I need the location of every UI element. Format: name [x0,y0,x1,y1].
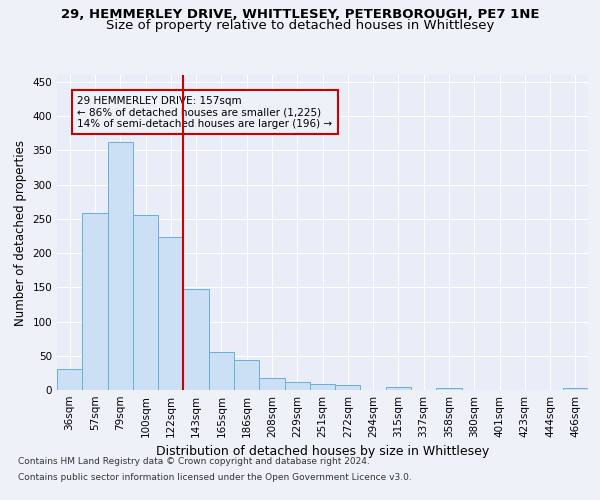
Bar [335,385,361,390]
Text: Size of property relative to detached houses in Whittlesey: Size of property relative to detached ho… [106,19,494,32]
Bar [107,142,133,390]
Bar [184,288,209,390]
Bar [436,388,461,390]
Text: 29 HEMMERLEY DRIVE: 157sqm
← 86% of detached houses are smaller (1,225)
14% of s: 29 HEMMERLEY DRIVE: 157sqm ← 86% of deta… [77,96,332,128]
Bar [82,214,107,390]
Bar [209,352,234,390]
Text: 29, HEMMERLEY DRIVE, WHITTLESEY, PETERBOROUGH, PE7 1NE: 29, HEMMERLEY DRIVE, WHITTLESEY, PETERBO… [61,8,539,20]
Bar [133,214,158,390]
Bar [234,360,259,390]
Bar [57,370,82,390]
X-axis label: Distribution of detached houses by size in Whittlesey: Distribution of detached houses by size … [156,446,489,458]
Y-axis label: Number of detached properties: Number of detached properties [14,140,27,326]
Bar [259,378,284,390]
Bar [158,236,184,390]
Bar [284,382,310,390]
Bar [310,384,335,390]
Bar [563,388,588,390]
Bar [386,386,411,390]
Text: Contains HM Land Registry data © Crown copyright and database right 2024.: Contains HM Land Registry data © Crown c… [18,458,370,466]
Text: Contains public sector information licensed under the Open Government Licence v3: Contains public sector information licen… [18,472,412,482]
